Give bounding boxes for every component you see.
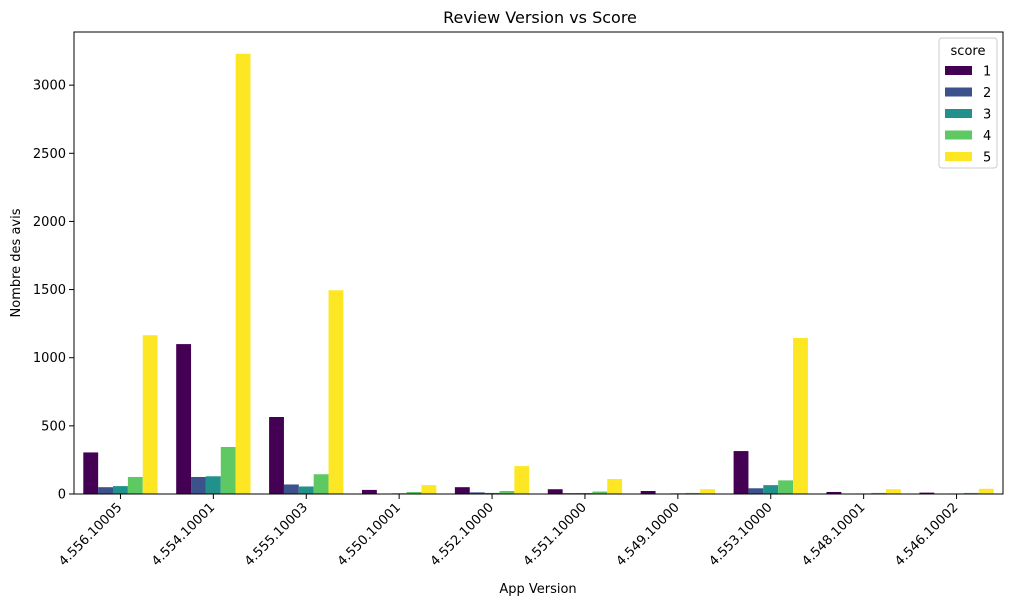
legend-swatch-5 [945,152,972,161]
chart-title: Review Version vs Score [443,8,637,27]
bar-4.548.10001-score-4 [871,492,886,494]
bar-4.553.10000-score-3 [763,485,779,494]
legend-swatch-1 [945,66,972,75]
bar-4.546.10002-score-1 [919,492,935,494]
legend-swatch-2 [945,87,972,97]
bar-4.550.10001-score-4 [406,491,422,494]
bar-4.554.10001-score-3 [205,476,221,494]
bar-4.555.10003-score-2 [283,484,299,494]
bar-4.549.10000-score-1 [640,491,656,494]
bar-4.550.10001-score-5 [421,485,437,494]
legend-swatch-3 [945,109,972,118]
bars-group [83,53,994,495]
y-tick-label: 0 [58,488,66,503]
bar-4.553.10000-score-1 [733,451,749,494]
bar-4.554.10001-score-2 [191,476,206,494]
y-tick-label: 1000 [33,351,66,366]
y-tick-label: 1500 [33,283,66,298]
y-tick-label: 3000 [33,79,66,94]
legend-label-4: 4 [983,129,991,144]
bar-4.551.10000-score-1 [547,489,563,494]
x-axis-label: App Version [499,582,576,597]
bar-4.556.10005-score-1 [83,452,99,494]
y-tick-label: 2500 [33,147,66,162]
bar-4.546.10002-score-4 [963,492,979,494]
bar-4.556.10005-score-2 [98,487,114,494]
bar-4.556.10005-score-3 [113,486,128,494]
legend-label-3: 3 [983,108,991,123]
legend: score 1 2 3 4 5 [938,37,998,169]
bar-4.552.10000-score-3 [484,492,500,494]
bar-4.553.10000-score-4 [778,480,794,494]
y-tick-label: 2000 [33,215,66,230]
y-tick-label: 500 [41,419,66,434]
bar-4.553.10000-score-5 [793,337,808,494]
bar-4.556.10005-score-4 [127,476,143,494]
bar-4.551.10000-score-4 [592,491,608,494]
bar-4.555.10003-score-5 [328,290,344,494]
bar-4.556.10005-score-5 [142,335,158,494]
bar-4.546.10002-score-5 [978,488,994,494]
y-axis-label: Nombre des avis [9,208,24,317]
bar-4.548.10001-score-1 [826,491,842,494]
bar-4.552.10000-score-5 [514,466,530,494]
bar-4.554.10001-score-4 [220,446,236,494]
bar-4.555.10003-score-3 [298,486,314,494]
bar-4.555.10003-score-1 [269,417,284,494]
bar-4.551.10000-score-5 [607,479,623,494]
legend-label-1: 1 [983,65,991,80]
bar-4.552.10000-score-4 [499,491,515,494]
bar-4.553.10000-score-2 [748,488,764,494]
bar-4.552.10000-score-1 [454,487,470,494]
y-axis: 0 500 1000 1500 2000 2500 3000 [33,79,74,503]
plot-frame [73,31,1004,495]
legend-label-2: 2 [983,86,991,101]
bar-4.548.10001-score-5 [885,489,901,494]
bar-4.549.10000-score-5 [700,489,716,494]
bar-4.549.10000-score-4 [685,492,701,494]
bar-4.555.10003-score-4 [313,474,329,494]
legend-title: score [951,44,986,59]
legend-label-5: 5 [983,151,991,166]
bar-4.550.10001-score-1 [361,489,377,494]
bar-4.554.10001-score-5 [235,53,251,495]
bar-4.552.10000-score-2 [469,492,485,494]
legend-swatch-4 [945,130,972,140]
bar-4.554.10001-score-1 [176,344,192,494]
